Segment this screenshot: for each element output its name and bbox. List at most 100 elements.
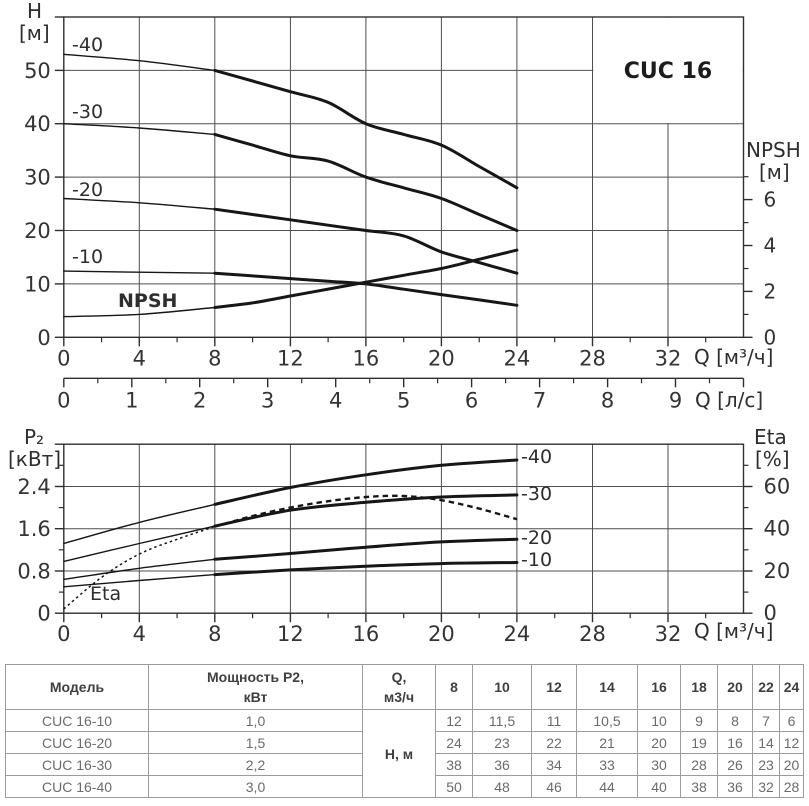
tick-label: 0.8: [17, 560, 50, 584]
bottom-x-axis-unit: Q [м³/ч]: [694, 619, 774, 643]
head-value-cell: 36: [717, 775, 753, 798]
series--40: [63, 53, 216, 72]
head-value-cell: 14: [752, 731, 780, 754]
head-value-cell: 23: [752, 753, 780, 776]
series--10: [213, 271, 519, 307]
series--10: [63, 270, 216, 274]
series-NPSH: [213, 248, 519, 309]
eta-axis-unit: [%]: [755, 447, 790, 471]
tick-label: 0: [37, 326, 50, 350]
head-value-cell: 28: [779, 775, 804, 798]
table-row-CUC 16-40: CUC 16-40 3,0 50 48 46 44 40 38 36 32 28: [5, 775, 804, 798]
tick-label: 10: [24, 272, 51, 296]
top-x-axis-unit: Q [м³/ч]: [694, 345, 774, 369]
series--30: [63, 123, 216, 136]
tick-label: 60: [764, 475, 791, 499]
head-value-cell: 22: [531, 731, 577, 754]
curve-label-top-20: -20: [72, 179, 104, 201]
tick-label: 7: [533, 389, 546, 413]
series--40: [63, 503, 216, 545]
curve-label-npsh: NPSH: [118, 290, 178, 312]
tick-label: 12: [277, 622, 304, 646]
head-value-cell: 32: [752, 775, 780, 798]
tick-label: 1.6: [17, 517, 50, 541]
col-header-0: Модель: [5, 664, 149, 710]
tick-label: 20: [764, 559, 791, 583]
ls-axis-unit: Q [л/с]: [695, 388, 764, 412]
tick-label: 1: [125, 389, 138, 413]
tick-label: 30: [24, 166, 51, 190]
series--10: [63, 573, 216, 588]
tick-label: 4: [133, 347, 146, 371]
tick-label: 0: [764, 325, 777, 349]
head-value-cell: 44: [576, 775, 638, 798]
head-value-cell: 50: [435, 775, 473, 798]
head-value-cell: 20: [779, 753, 804, 776]
curve-label-bot-30: -30: [521, 483, 553, 505]
head-value-cell: 46: [531, 775, 577, 798]
head-value-cell: 12: [779, 731, 804, 754]
model-cell: CUC 16-30: [5, 753, 149, 776]
head-value-cell: 20: [637, 731, 681, 754]
head-value-cell: 28: [680, 753, 718, 776]
tick-label: 28: [579, 347, 606, 371]
chart-title: CUC 16: [623, 59, 713, 84]
tick-label: 5: [397, 389, 410, 413]
head-value-cell: 11,5: [472, 709, 532, 732]
col-header-q-10: 10: [472, 664, 532, 710]
tick-label: 0: [57, 347, 70, 371]
head-value-cell: 21: [576, 731, 638, 754]
head-value-cell: 11: [531, 709, 577, 732]
head-value-cell: 8: [717, 709, 753, 732]
series--20: [63, 558, 216, 581]
head-value-cell: 10,5: [576, 709, 638, 732]
npsh-axis-title: NPSH: [746, 138, 801, 162]
tick-label: 2: [193, 389, 206, 413]
tick-label: 9: [669, 389, 682, 413]
tick-label: 8: [601, 389, 614, 413]
tick-label: 0: [57, 389, 70, 413]
head-value-cell: 38: [680, 775, 718, 798]
table-head: Модель Мощность P2, кВт Q, м3/ч 8 10 12 14 16 18…: [5, 664, 804, 710]
tick-label: 8: [208, 347, 221, 371]
head-value-cell: 38: [435, 753, 473, 776]
col-header-q-18: 18: [680, 664, 718, 710]
curve-label-eta: Eta: [90, 583, 122, 605]
series--20: [213, 537, 519, 561]
curve-label-bot-10: -10: [521, 549, 553, 571]
model-cell: CUC 16-10: [5, 709, 149, 732]
curve-label-top-10: -10: [72, 246, 104, 268]
head-value-cell: 9: [680, 709, 718, 732]
table-body: CUC 16-10 1,0 Н, м 12 11,5 11 10,5 10 9 8 7 6 CUC 16…: [5, 709, 804, 798]
head-value-cell: 24: [435, 731, 473, 754]
model-cell: CUC 16-40: [5, 775, 149, 798]
series--40: [213, 458, 519, 506]
series-Eta: [63, 525, 216, 610]
tick-label: 20: [24, 219, 51, 243]
head-value-cell: 33: [576, 753, 638, 776]
tick-label: 24: [504, 347, 531, 371]
head-value-cell: 6: [779, 709, 804, 732]
tick-label: 0: [764, 601, 777, 625]
head-value-cell: 30: [637, 753, 681, 776]
col-header-q-24: 24: [779, 664, 804, 710]
npsh-axis-unit: [м]: [759, 160, 790, 184]
col-header-2: Q, м3/ч: [362, 664, 436, 710]
tick-label: 28: [579, 622, 606, 646]
head-value-cell: 7: [752, 709, 780, 732]
head-value-cell: 23: [472, 731, 532, 754]
tick-label: 4: [764, 234, 777, 258]
head-value-cell: 26: [717, 753, 753, 776]
head-value-cell: 40: [637, 775, 681, 798]
col-header-q-22: 22: [752, 664, 780, 710]
top-y-axis-unit: [м]: [19, 21, 50, 45]
curve-label-bot-20: -20: [521, 527, 553, 549]
head-value-cell: 34: [531, 753, 577, 776]
tick-label: 0: [37, 602, 50, 626]
head-value-cell: 19: [680, 731, 718, 754]
col-header-q-20: 20: [717, 664, 753, 710]
tick-label: 20: [428, 347, 455, 371]
